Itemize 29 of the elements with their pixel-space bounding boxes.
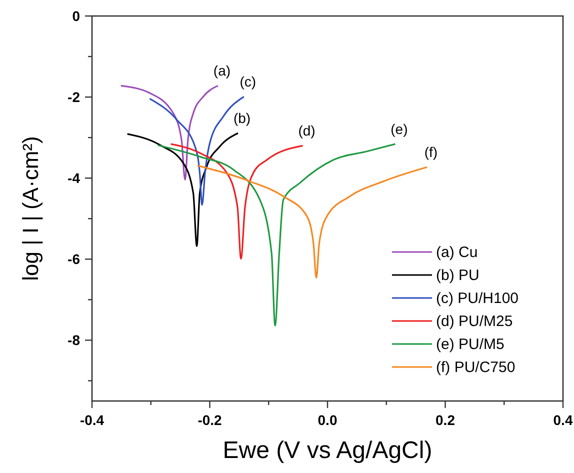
y-tick-label: -4	[68, 170, 80, 186]
annotation: (e)	[390, 121, 408, 138]
y-tick-label: -6	[68, 251, 80, 268]
x-tick-label: 0.2	[436, 412, 456, 428]
line-series	[126, 132, 239, 247]
line-series	[170, 143, 304, 260]
annotation: (a)	[213, 62, 231, 79]
y-axis-title: log | I | (A·cm²)	[18, 136, 43, 281]
legend-label: (e) PU/M5	[436, 336, 504, 353]
legend-label: (f) PU/C750	[436, 359, 516, 376]
annotation: (f)	[424, 144, 438, 160]
line-series	[157, 143, 396, 326]
legend-label: (b) PU	[436, 267, 480, 284]
line-series	[196, 164, 428, 279]
x-axis-title: Ewe (V vs Ag/AgCl)	[222, 437, 432, 464]
legend-label: (d) PU/M25	[436, 313, 513, 330]
x-tick-label: -0.4	[80, 412, 104, 428]
y-tick-label: -2	[68, 89, 80, 106]
y-tick-label: 0	[72, 8, 80, 24]
annotation: (b)	[233, 110, 251, 126]
annotation: (d)	[298, 122, 316, 139]
legend-label: (c) PU/H100	[436, 290, 519, 307]
annotation: (c)	[240, 74, 256, 90]
x-tick-label: -0.2	[198, 412, 222, 428]
y-tick-label: -8	[68, 332, 80, 348]
line-series	[120, 84, 219, 181]
x-tick-label: 0.4	[553, 412, 573, 428]
legend-label: (a) Cu	[436, 244, 478, 261]
text: 0.0	[318, 412, 338, 428]
